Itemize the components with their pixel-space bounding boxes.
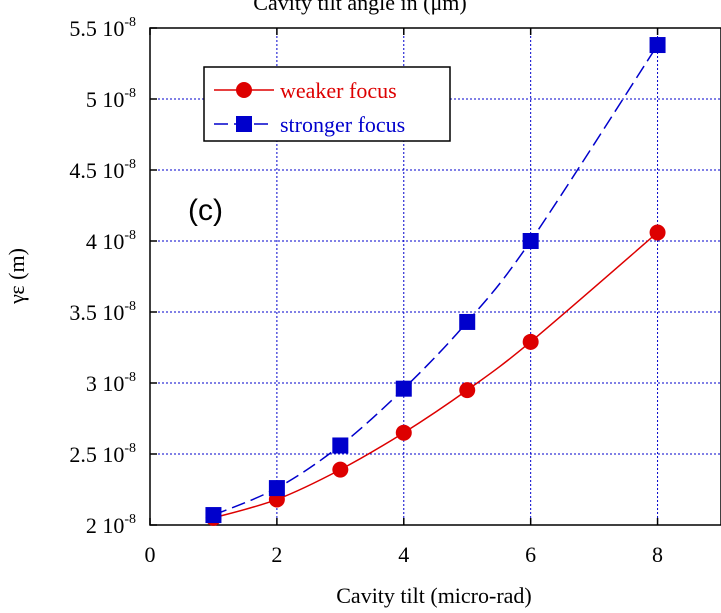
data-point-square [649,37,666,54]
legend-label-stronger: stronger focus [280,112,405,137]
plot-frame [149,27,721,526]
data-point-square [332,437,349,454]
legend-marker-stronger [236,116,252,132]
y-tick-label: 4.5 10-8 [69,157,136,183]
y-tick-label: 2 10-8 [86,512,136,538]
y-tick-label: 5.5 10-8 [69,15,136,41]
data-point-square [395,380,412,397]
legend: weaker focus stronger focus [203,66,451,142]
y-tick-label: 4 10-8 [86,228,136,254]
data-point-square [205,507,222,524]
data-point-circle [522,333,539,350]
x-tick-labels: 0 2 4 6 8 [145,542,664,567]
panel-label: (c) [188,194,223,227]
x-tick-label: 0 [145,542,156,567]
data-point-circle [459,382,476,399]
y-tick-label: 3.5 10-8 [69,299,136,325]
x-tick-label: 8 [652,542,663,567]
data-point-square [268,480,285,497]
data-point-circle [332,461,349,478]
axis-ticks [149,27,659,526]
chart-title: Cavity tilt angle in (μm) [253,0,466,15]
x-tick-label: 6 [525,542,536,567]
data-point-circle [395,424,412,441]
y-tick-label: 2.5 10-8 [69,441,136,467]
y-tick-label: 3 10-8 [86,370,136,396]
x-tick-label: 2 [271,542,282,567]
data-point-circle [649,224,666,241]
data-point-square [522,233,539,249]
y-axis-title: γε (m) [4,248,29,305]
series-markers [205,37,666,526]
data-point-square [459,313,476,330]
legend-marker-weaker [236,82,252,98]
x-axis-title: Cavity tilt (micro-rad) [336,583,532,608]
legend-label-weaker: weaker focus [280,78,397,103]
y-tick-label: 5 10-8 [86,86,136,112]
x-tick-label: 4 [398,542,409,567]
series-line-0 [213,231,659,519]
series-line-1 [213,44,659,516]
y-tick-labels: 2 10-8 2.5 10-8 3 10-8 3.5 10-8 4 10-8 4.5 10… [69,15,136,538]
